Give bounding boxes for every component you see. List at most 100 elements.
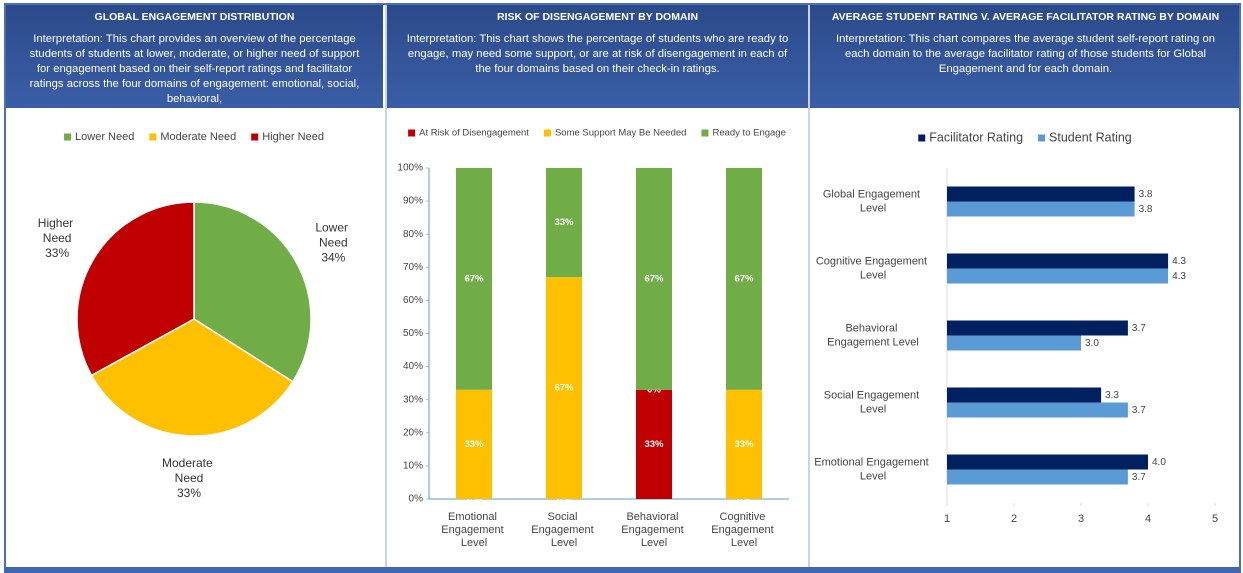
bar (947, 268, 1169, 284)
bar-segment (636, 389, 672, 499)
y-tick-label: Cognitive Engagement Level (816, 255, 930, 281)
bar (947, 253, 1169, 269)
data-label: 3.7 (1132, 472, 1146, 483)
bar-segment (456, 389, 492, 499)
panel-header: RISK OF DISENGAGEMENT BY DOMAIN Interpret… (387, 5, 808, 108)
data-label: 0% (647, 384, 661, 395)
bar (947, 469, 1128, 485)
legend-label: Some Support May Be Needed (555, 128, 687, 139)
x-tick-label: Social Engagement Level (531, 511, 596, 549)
data-label: 3.7 (1132, 405, 1146, 416)
legend-label: Higher Need (262, 131, 324, 143)
data-label: 0% (737, 494, 751, 505)
data-label: 4.0 (1152, 457, 1166, 468)
bar (947, 186, 1135, 202)
panel-header: AVERAGE STUDENT RATING V. AVERAGE FACILI… (810, 5, 1239, 108)
panel-title: AVERAGE STUDENT RATING V. AVERAGE FACILI… (831, 11, 1220, 23)
slice-value-label: 34% (321, 251, 345, 265)
x-tick-label: 5 (1212, 513, 1218, 525)
bar-segment (546, 277, 582, 499)
y-tick-label: 30% (403, 394, 423, 405)
legend-swatch (64, 133, 72, 141)
x-tick-label: Cognitive Engagement Level (711, 511, 776, 549)
y-tick-label: 0% (409, 494, 424, 505)
bar-segment (636, 168, 672, 390)
bar (947, 201, 1135, 217)
legend-label: At Risk of Disengagement (419, 128, 529, 139)
panel-subtitle: Interpretation: This chart compares the … (835, 33, 1216, 75)
slice-label: Lower Need (315, 221, 351, 250)
y-tick-label: 10% (403, 461, 423, 472)
x-tick-label: 3 (1078, 513, 1084, 525)
bar (947, 320, 1128, 336)
data-label: 0% (557, 494, 571, 505)
x-tick-label: 2 (1011, 513, 1017, 525)
data-label: 33% (464, 439, 484, 450)
panel-header: GLOBAL ENGAGEMENT DISTRIBUTION Interpreta… (6, 5, 383, 108)
panel-title: GLOBAL ENGAGEMENT DISTRIBUTION (94, 11, 295, 23)
bar (947, 335, 1081, 351)
pie-slice (76, 201, 195, 377)
y-tick-label: 20% (403, 427, 423, 438)
bar-segment (546, 168, 582, 278)
legend-label: Student Rating (1049, 130, 1132, 144)
legend-swatch (543, 129, 551, 137)
y-tick-label: Social Engagement Level (824, 389, 922, 415)
data-label: 67% (464, 273, 484, 284)
data-label: 3.8 (1139, 189, 1153, 200)
chart: Facilitator Rating Student Rating 1 2 3 4 5 Glo… (814, 130, 1218, 525)
y-tick-label: 50% (403, 328, 423, 339)
legend-swatch (251, 133, 259, 141)
data-label: 4.3 (1172, 256, 1186, 267)
data-label: 0% (467, 494, 481, 505)
chart: Lower Need Moderate Need Higher Need Lower … (38, 131, 352, 500)
y-tick-label: Emotional Engagement Level (814, 456, 931, 482)
dashboard: GLOBAL ENGAGEMENT DISTRIBUTION Interpreta… (4, 3, 1241, 573)
slice-label: Higher Need (38, 216, 77, 245)
y-tick-label: 90% (403, 196, 423, 207)
bar-segment (726, 168, 762, 390)
panel: RISK OF DISENGAGEMENT BY DOMAIN Interpret… (385, 5, 808, 567)
y-tick-label: Behavioral Engagement Level (827, 322, 919, 348)
data-label: 3.8 (1139, 204, 1153, 215)
y-tick-label: Global Engagement Level (823, 188, 923, 214)
slice-value-label: 33% (177, 486, 201, 500)
bar (947, 402, 1128, 418)
data-label: 33% (734, 439, 754, 450)
y-tick-label: 80% (403, 229, 423, 240)
panel-subtitle: Interpretation: This chart provides an o… (29, 33, 360, 105)
data-label: 67% (554, 383, 574, 394)
legend-label: Facilitator Rating (929, 130, 1023, 144)
bar (947, 387, 1102, 403)
legend-label: Moderate Need (160, 131, 236, 143)
y-tick-label: 40% (403, 361, 423, 372)
slice-value-label: 33% (45, 246, 69, 260)
data-label: 3.0 (1085, 338, 1099, 349)
data-label: 67% (644, 273, 664, 284)
legend-swatch (149, 133, 157, 141)
data-label: 33% (644, 439, 664, 450)
data-label: 4.3 (1172, 271, 1186, 282)
bar-segment (726, 389, 762, 499)
legend-swatch (408, 129, 416, 137)
panel: AVERAGE STUDENT RATING V. AVERAGE FACILI… (808, 5, 1239, 567)
legend-swatch (701, 129, 709, 137)
legend-swatch (918, 134, 926, 142)
panel-subtitle: Interpretation: This chart shows the per… (406, 33, 789, 75)
bar (947, 454, 1148, 470)
data-label: 67% (734, 273, 754, 284)
x-tick-label: Emotional Engagement Level (441, 511, 506, 549)
chart: At Risk of Disengagement Some Support May… (397, 128, 789, 549)
data-label: 3.3 (1105, 390, 1119, 401)
data-label: 33% (554, 217, 574, 228)
data-label: 3.7 (1132, 323, 1146, 334)
x-tick-label: 1 (944, 513, 950, 525)
y-tick-label: 70% (403, 262, 423, 273)
x-tick-label: 4 (1145, 513, 1151, 525)
bar-segment (456, 168, 492, 390)
legend-swatch (1038, 134, 1046, 142)
y-tick-label: 100% (397, 163, 423, 174)
x-tick-label: Behavioral Engagement Level (621, 511, 686, 549)
legend-label: Ready to Engage (712, 128, 785, 139)
legend-label: Lower Need (75, 131, 134, 143)
